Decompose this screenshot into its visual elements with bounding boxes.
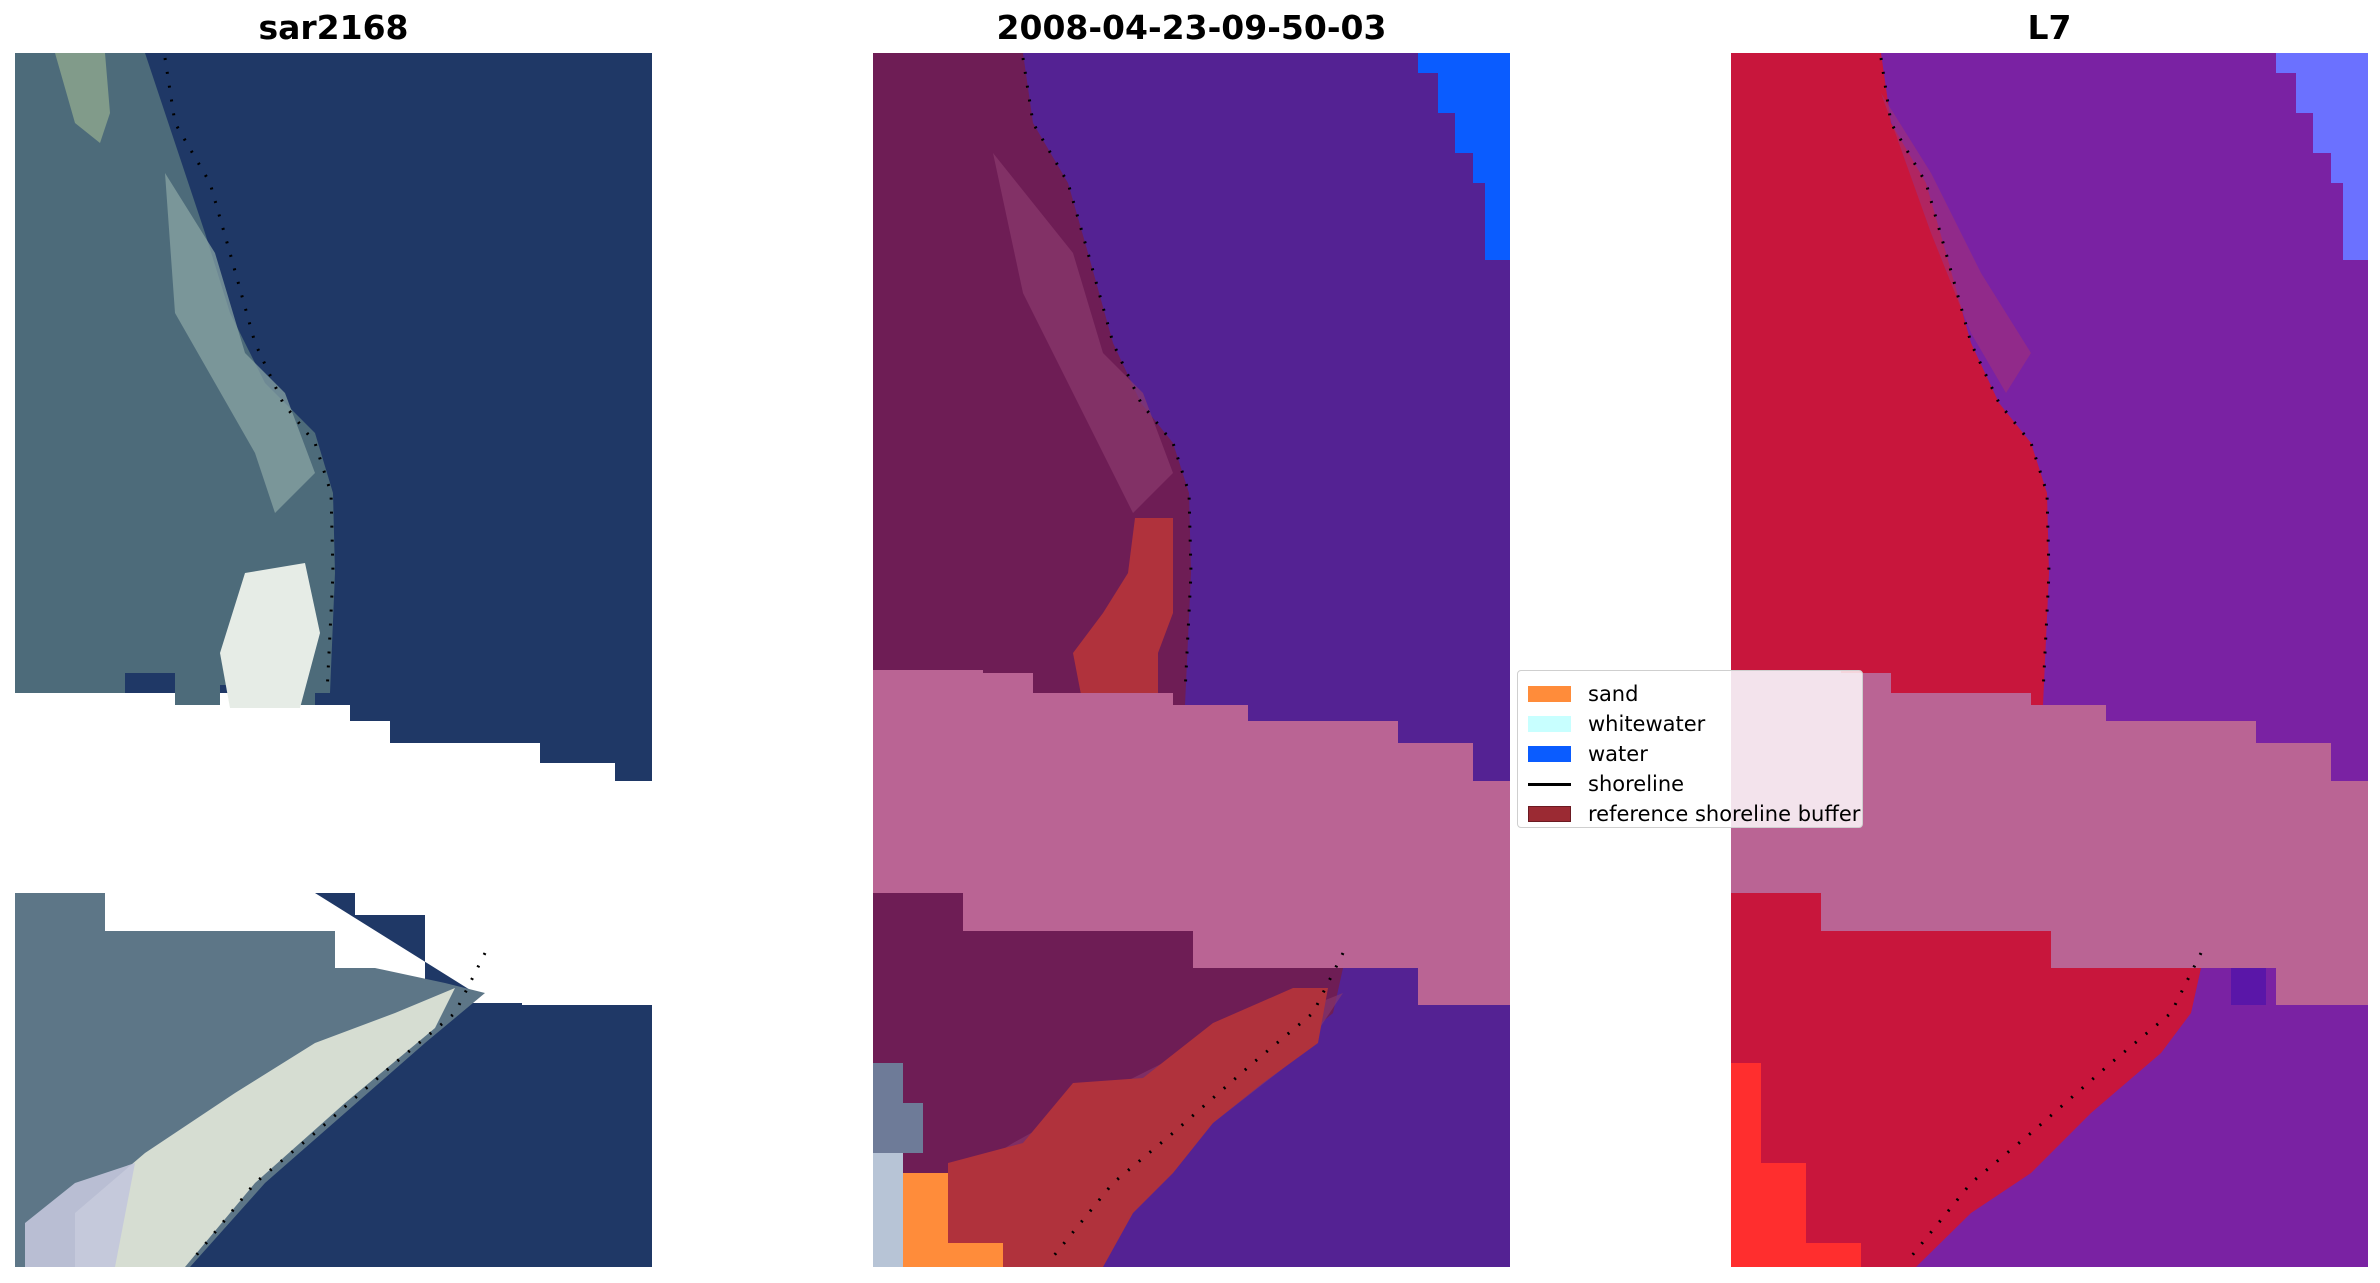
legend-swatch-sand — [1528, 686, 1571, 702]
legend-label: water — [1588, 742, 1648, 766]
classified-image-panel — [873, 53, 1510, 1267]
legend-label: sand — [1588, 682, 1639, 706]
legend-item-reference-shoreline-buffer: reference shoreline buffer — [1528, 799, 1860, 829]
legend-item-water: water — [1528, 739, 1852, 769]
legend-label: whitewater — [1588, 712, 1706, 736]
rgb-image-panel — [15, 53, 652, 1267]
classified-image — [873, 53, 1510, 1267]
legend-swatch-whitewater — [1528, 716, 1571, 732]
legend-line-shoreline — [1528, 782, 1571, 786]
l7-image — [1731, 53, 2368, 1267]
legend-swatch-water — [1528, 746, 1571, 762]
panel-title-classified: 2008-04-23-09-50-03 — [996, 8, 1387, 47]
panel-title-l7: L7 — [2027, 8, 2072, 47]
panel-title-rgb: sar2168 — [258, 8, 409, 47]
legend: sand whitewater water shoreline referenc… — [1517, 670, 1863, 828]
rgb-image — [15, 53, 652, 1267]
legend-item-whitewater: whitewater — [1528, 709, 1852, 739]
legend-item-shoreline: shoreline — [1528, 769, 1852, 799]
legend-label: reference shoreline buffer — [1588, 802, 1861, 826]
legend-label: shoreline — [1588, 772, 1685, 796]
legend-item-sand: sand — [1528, 679, 1852, 709]
legend-swatch-reference-buffer — [1528, 806, 1571, 822]
l7-image-panel — [1731, 53, 2368, 1267]
